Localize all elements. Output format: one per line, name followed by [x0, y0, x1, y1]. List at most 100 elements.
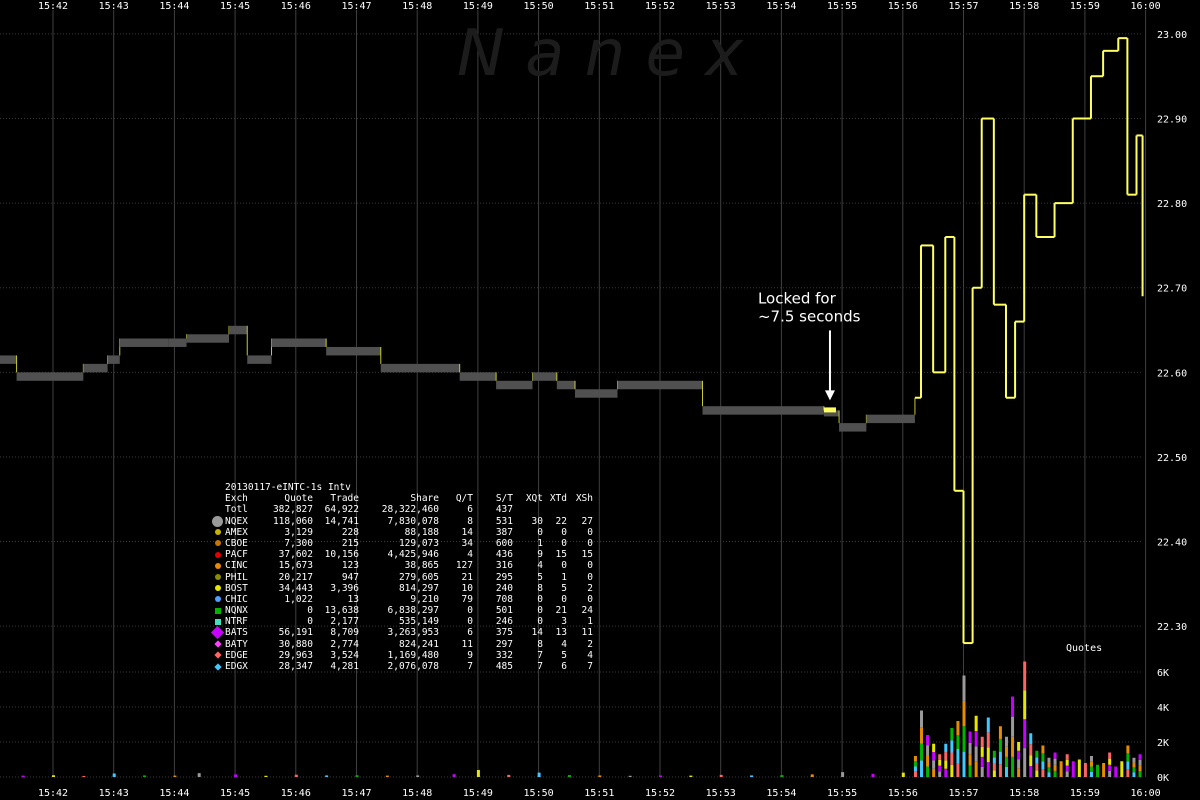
volume-bar-segment: [986, 762, 990, 777]
volume-bar-segment: [173, 775, 177, 777]
volume-bar: [998, 726, 1002, 777]
x-tick-label-bottom: 15:58: [1009, 788, 1039, 799]
table-cell: 535,149: [398, 616, 439, 628]
table-cell: 5: [537, 571, 543, 583]
table-cell: 6: [467, 504, 473, 516]
table-header-cell: Exch: [225, 493, 248, 505]
x-tick-label-bottom: 16:00: [1131, 788, 1161, 799]
volume-bar: [452, 774, 456, 777]
table-cell: 246: [495, 616, 513, 628]
x-tick-label-bottom: 15:48: [402, 788, 432, 799]
volume-bar-segment: [1023, 690, 1027, 720]
table-cell: 228: [341, 526, 359, 538]
table-cell: PACF: [225, 549, 248, 561]
table-cell: 0: [561, 560, 567, 572]
volume-bar: [926, 735, 930, 777]
volume-bar-segment: [1089, 771, 1093, 777]
y-tick-label: 22.70: [1157, 284, 1187, 295]
table-cell: 7: [467, 661, 473, 672]
table-cell: 38,865: [404, 560, 439, 572]
table-marker-spacer: [210, 493, 225, 504]
volume-bar: [986, 717, 990, 777]
volume-bar-segment: [1029, 733, 1033, 745]
volume-bar: [1077, 759, 1081, 777]
volume-bar: [1108, 752, 1112, 777]
exchange-marker-icon: [210, 572, 225, 583]
table-cell: 7: [537, 661, 543, 672]
volume-bar-segment: [1011, 716, 1015, 737]
table-cell: BATS: [225, 627, 248, 639]
table-cell: 0: [587, 571, 593, 583]
volume-bar: [385, 775, 389, 777]
volume-bar-segment: [980, 746, 984, 757]
volume-bar-segment: [1053, 758, 1057, 765]
volume-bar-segment: [871, 773, 875, 777]
volume-bar-segment: [938, 771, 942, 777]
x-tick-label-bottom: 15:55: [827, 788, 857, 799]
volume-bar-segment: [567, 775, 571, 777]
volume-bar: [974, 715, 978, 777]
bid-ask-band: [556, 380, 576, 390]
bid-ask-band: [119, 338, 169, 347]
bid-ask-band: [459, 372, 497, 381]
volume-bar-segment: [1065, 765, 1069, 772]
table-cell: 7: [587, 661, 593, 672]
table-cell: 0: [537, 593, 543, 605]
volume-bar-segment: [1047, 772, 1051, 777]
volume-bar-segment: [998, 751, 1002, 765]
table-cell: NTRF: [225, 616, 248, 628]
volume-bar-segment: [944, 768, 948, 777]
table-cell: 2: [587, 638, 593, 650]
volume-bar: [1029, 733, 1033, 777]
volume-bar: [355, 775, 359, 777]
volume-bar-segment: [1053, 770, 1057, 777]
volume-bar-segment: [1138, 759, 1142, 766]
volume-bar: [1059, 761, 1063, 777]
table-cell: 14,741: [324, 515, 359, 527]
table-cell: 7,830,078: [387, 515, 439, 527]
table-cell: 3,396: [330, 582, 359, 594]
volume-bar-segment: [950, 740, 954, 753]
x-tick-label-bottom: 15:54: [766, 788, 796, 799]
table-cell: 1,169,480: [387, 649, 439, 661]
volume-bar-segment: [1089, 756, 1093, 762]
volume-bar-segment: [750, 775, 754, 777]
x-tick-label-top: 15:58: [1009, 1, 1039, 12]
table-cell: 7,300: [284, 537, 313, 549]
y-tick-label: 22.30: [1157, 622, 1187, 633]
table-header-row: Exch Quote Trade Share Q/T S/T XQt XTd XSh: [210, 493, 593, 504]
table-cell: 3: [561, 616, 567, 628]
table-cell: 0: [561, 593, 567, 605]
bid-ask-band: [0, 355, 17, 364]
table-cell: BATY: [225, 638, 248, 650]
table-cell: 501: [495, 605, 513, 617]
table-cell: 3,129: [284, 526, 313, 538]
table-cell: 30: [531, 515, 543, 527]
volume-bar-segment: [1114, 766, 1118, 777]
table-cell: 2: [587, 582, 593, 594]
volume-bar: [294, 774, 298, 777]
x-tick-label-bottom: 15:52: [645, 788, 675, 799]
volume-bar-segment: [537, 772, 541, 777]
table-header-cell: Quote: [284, 493, 313, 505]
table-cell: 8: [537, 582, 543, 594]
volume-bar: [841, 772, 845, 777]
bid-ask-band: [866, 414, 915, 424]
bid-ask-band: [617, 380, 703, 390]
volume-bar-segment: [956, 763, 960, 777]
table-cell: 947: [341, 571, 359, 583]
table-cell: 0: [561, 537, 567, 549]
volume-bar-segment: [1071, 761, 1075, 777]
volume-bar: [476, 770, 480, 777]
table-cell: 1: [587, 616, 593, 628]
volume-bar-segment: [1053, 764, 1057, 771]
volume-bar-segment: [1017, 768, 1021, 777]
exchange-marker-icon: [210, 616, 225, 627]
volume-bar-segment: [476, 770, 480, 777]
volume-bar-segment: [992, 770, 996, 777]
volume-bar-segment: [1138, 754, 1142, 760]
table-header-cell: XQt: [525, 493, 543, 505]
volume-bar-segment: [1041, 745, 1045, 754]
volume-bar-segment: [1017, 759, 1021, 769]
y-tick-label: 22.90: [1157, 115, 1187, 126]
